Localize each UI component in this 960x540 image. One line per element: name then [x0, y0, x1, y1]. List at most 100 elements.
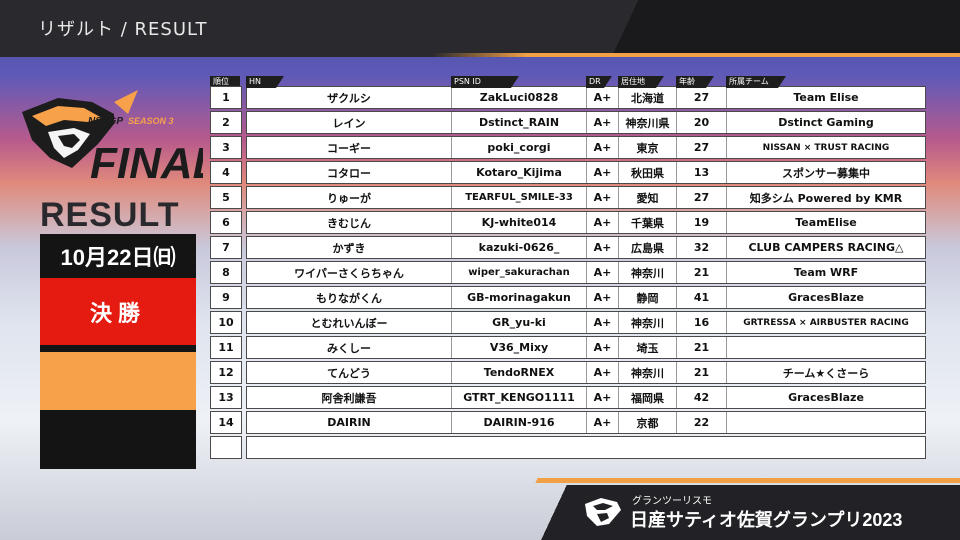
player-psn-id: DAIRIN-916 [452, 412, 587, 433]
logo-brand: NSSGP [88, 116, 123, 127]
header-team: 所属チーム [726, 76, 786, 88]
player-psn-id: poki_corgi [452, 137, 587, 158]
table-row: きむじん KJ-white014 A+ 千葉県 19 TeamElise [246, 211, 926, 234]
player-hn: てんどう [247, 362, 452, 383]
player-dr: A+ [587, 412, 619, 433]
player-residence: 埼玉 [619, 337, 677, 358]
player-dr: A+ [587, 262, 619, 283]
player-team: Dstinct Gaming [778, 116, 874, 129]
player-psn-id: TendoRNEX [452, 362, 587, 383]
player-psn-id: GB-morinagakun [452, 287, 587, 308]
player-age: 20 [677, 112, 727, 133]
event-date: 10月22日㈰ [40, 234, 196, 278]
player-psn-id: kazuki-0626_ [452, 237, 587, 258]
player-age: 27 [677, 87, 727, 108]
player-age: 21 [677, 362, 727, 383]
player-age: 42 [677, 387, 727, 408]
table-row-empty [246, 436, 926, 459]
results-table: HN PSN ID DR 居住地 年齢 所属チーム ザクルシ ZakLuci082… [246, 76, 926, 461]
player-team [727, 337, 925, 358]
player-dr: A+ [587, 387, 619, 408]
logo-season: SEASON 3 [128, 116, 174, 126]
table-row: ザクルシ ZakLuci0828 A+ 北海道 27 Team Elise [246, 86, 926, 109]
footer-subtitle: グランツーリスモ [632, 496, 712, 507]
table-row: てんどう TendoRNEX A+ 神奈川 21 チーム★くさーら [246, 361, 926, 384]
player-hn: もりながくん [247, 287, 452, 308]
header-residence: 居住地 [618, 76, 664, 88]
table-row: りゅーが TEARFUL_SMILE-33 A+ 愛知 27 知多シム Powered b… [246, 186, 926, 209]
rank-cell: 10 [210, 311, 242, 334]
player-psn-id: Dstinct_RAIN [452, 112, 587, 133]
player-residence: 福岡県 [619, 387, 677, 408]
rank-cell-empty [210, 436, 242, 459]
player-dr: A+ [587, 362, 619, 383]
rank-cell: 3 [210, 136, 242, 159]
player-age: 41 [677, 287, 727, 308]
table-row: DAIRIN DAIRIN-916 A+ 京都 22 [246, 411, 926, 434]
player-psn-id: V36_Mixy [452, 337, 587, 358]
player-dr: A+ [587, 237, 619, 258]
header-hn: HN [246, 76, 284, 88]
header-psn: PSN ID [451, 76, 519, 88]
rank-cell: 13 [210, 386, 242, 409]
player-hn: レイン [247, 112, 452, 133]
header-age: 年齢 [676, 76, 714, 88]
top-bar-accent-line [0, 53, 960, 57]
result-heading: RESULT [40, 196, 180, 234]
player-age: 16 [677, 312, 727, 333]
rank-cell: 2 [210, 111, 242, 134]
player-hn: きむじん [247, 212, 452, 233]
table-row: コーギー poki_corgi A+ 東京 27 NISSAN × TRUST RACIN… [246, 136, 926, 159]
player-residence: 愛知 [619, 187, 677, 208]
table-row: かずき kazuki-0626_ A+ 広島県 32 CLUB CAMPERS RACIN… [246, 236, 926, 259]
rank-cell: 1 [210, 86, 242, 109]
player-team: GRTRESSA × AIRBUSTER RACING [743, 317, 909, 328]
player-team: GracesBlaze [788, 391, 864, 404]
top-bar-stripe [540, 0, 960, 57]
player-residence: 千葉県 [619, 212, 677, 233]
player-residence: 神奈川 [619, 362, 677, 383]
player-team [727, 412, 925, 433]
nssgp-final-logo: NSSGP SEASON 3 FINAL [22, 90, 203, 188]
table-row: レイン Dstinct_RAIN A+ 神奈川県 20 Dstinct Gaming [246, 111, 926, 134]
table-row: とむれいんぼー GR_yu-ki A+ 神奈川 16 GRTRESSA × AIRBUST… [246, 311, 926, 334]
table-row: 阿舎利謙吾 GTRT_KENGO1111 A+ 福岡県 42 GracesBlaze [246, 386, 926, 409]
table-row: コタロー Kotaro_Kijima A+ 秋田県 13 スポンサー募集中 [246, 161, 926, 184]
rank-cell: 7 [210, 236, 242, 259]
player-hn: りゅーが [247, 187, 452, 208]
player-team: Team WRF [793, 266, 859, 279]
player-residence: 広島県 [619, 237, 677, 258]
page-title: リザルト / RESULT [38, 19, 208, 40]
player-team: Team Elise [793, 91, 859, 104]
player-psn-id: ZakLuci0828 [452, 87, 587, 108]
table-row: もりながくん GB-morinagakun A+ 静岡 41 GracesBlaze [246, 286, 926, 309]
player-team: 知多シム Powered by KMR [749, 191, 903, 205]
player-dr: A+ [587, 312, 619, 333]
player-hn: 阿舎利謙吾 [247, 387, 452, 408]
player-dr: A+ [587, 137, 619, 158]
player-residence: 東京 [619, 137, 677, 158]
header-dr: DR [586, 76, 612, 88]
player-age: 27 [677, 137, 727, 158]
player-psn-id: TEARFUL_SMILE-33 [452, 187, 587, 208]
player-hn: コタロー [247, 162, 452, 183]
orange-block [40, 352, 196, 410]
player-dr: A+ [587, 87, 619, 108]
player-age: 13 [677, 162, 727, 183]
player-residence: 京都 [619, 412, 677, 433]
player-hn: ザクルシ [247, 87, 452, 108]
header-rank: 順位 [210, 76, 240, 88]
stage-panel: 決勝 [40, 278, 196, 469]
player-age: 19 [677, 212, 727, 233]
player-hn: DAIRIN [247, 412, 452, 433]
table-row: ワイパーさくらちゃん wiper_sakurachan A+ 神奈川 21 Team WR… [246, 261, 926, 284]
rank-cell: 11 [210, 336, 242, 359]
rank-cell: 14 [210, 411, 242, 434]
player-residence: 神奈川 [619, 262, 677, 283]
footer-accent-line [520, 478, 960, 483]
player-residence: 静岡 [619, 287, 677, 308]
stage-label: 決勝 [40, 278, 196, 345]
player-team: GracesBlaze [788, 291, 864, 304]
lion-emblem-icon [22, 98, 114, 168]
player-residence: 秋田県 [619, 162, 677, 183]
